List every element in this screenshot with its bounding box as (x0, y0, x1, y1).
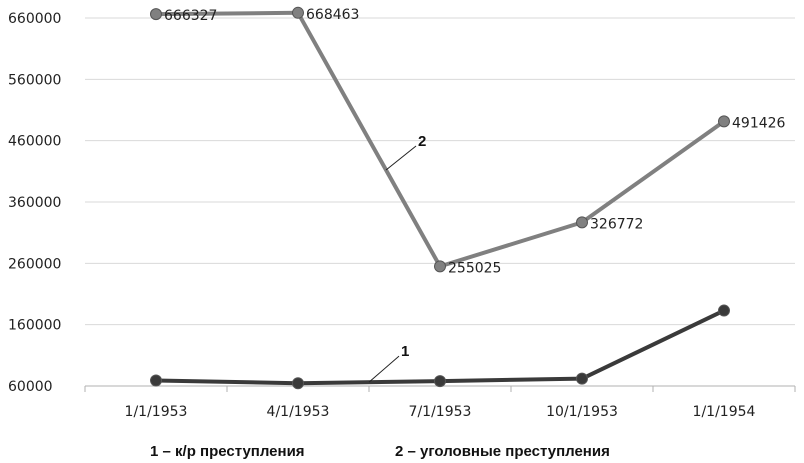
y-tick-label: 160000 (8, 318, 61, 334)
data-label: 666327 (164, 8, 217, 24)
callout-label-1: 1 (401, 343, 409, 360)
data-point (150, 374, 162, 387)
x-tick-label: 4/1/1953 (267, 404, 330, 420)
x-tick-label: 7/1/1953 (409, 404, 472, 420)
legend-entry-1: 1 – к/р преступления (150, 443, 305, 460)
series-2: 666327 668463 255025 326772 491426 (150, 6, 786, 276)
series-callouts: 21 (368, 133, 426, 383)
data-point (434, 260, 446, 273)
data-label: 255025 (448, 260, 501, 276)
y-tick-label: 660000 (8, 11, 61, 27)
callout-leader-2 (385, 145, 417, 171)
series-1 (150, 304, 730, 390)
legend: 1 – к/р преступления 2 – уголовные прест… (150, 443, 610, 460)
data-label: 326772 (590, 216, 643, 232)
data-label: 668463 (306, 7, 359, 23)
series-layer: 666327 668463 255025 326772 491426 (150, 6, 786, 390)
legend-entry-2: 2 – уголовные преступления (395, 443, 610, 460)
gridlines (85, 17, 795, 387)
x-tick-label: 1/1/1954 (693, 404, 756, 420)
y-tick-label: 60000 (8, 379, 53, 395)
y-tick-label: 560000 (8, 72, 61, 88)
data-label: 491426 (732, 115, 786, 131)
x-tick-label: 1/1/1953 (125, 404, 188, 420)
y-tick-label: 460000 (8, 134, 61, 150)
data-point (292, 6, 304, 19)
callout-leader-1 (368, 355, 400, 383)
data-point (576, 216, 588, 229)
data-point (292, 377, 304, 390)
data-point (150, 8, 162, 21)
series-line (155, 308, 725, 386)
data-point (434, 375, 446, 388)
y-tick-label: 360000 (8, 195, 61, 211)
x-tick-label: 10/1/1953 (546, 404, 618, 420)
data-point (718, 304, 730, 317)
y-tick-label: 260000 (8, 256, 61, 272)
data-point (576, 372, 588, 385)
callout-label-2: 2 (418, 133, 426, 150)
x-axis: 1/1/1953 4/1/1953 7/1/1953 10/1/1953 1/1/195… (84, 386, 796, 420)
y-axis: 60000 160000 260000 360000 460000 560000 66000… (8, 11, 61, 395)
data-point (718, 115, 730, 128)
